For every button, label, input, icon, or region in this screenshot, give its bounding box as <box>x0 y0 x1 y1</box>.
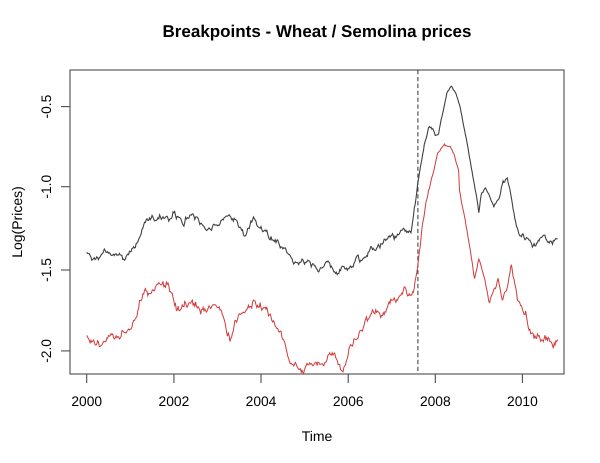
svg-text:-0.5: -0.5 <box>39 94 54 118</box>
svg-text:2010: 2010 <box>507 394 538 409</box>
svg-text:Breakpoints - Wheat / Semolina: Breakpoints - Wheat / Semolina prices <box>163 22 472 41</box>
svg-text:Log(Prices): Log(Prices) <box>9 186 25 258</box>
svg-text:2002: 2002 <box>159 394 190 409</box>
svg-text:2004: 2004 <box>246 394 277 409</box>
svg-text:Time: Time <box>302 428 333 444</box>
svg-text:2006: 2006 <box>333 394 364 409</box>
svg-text:-1.5: -1.5 <box>39 258 54 282</box>
svg-text:-1.0: -1.0 <box>39 174 54 198</box>
svg-text:-2.0: -2.0 <box>39 339 54 363</box>
svg-text:2000: 2000 <box>71 394 102 409</box>
svg-text:2008: 2008 <box>420 394 451 409</box>
